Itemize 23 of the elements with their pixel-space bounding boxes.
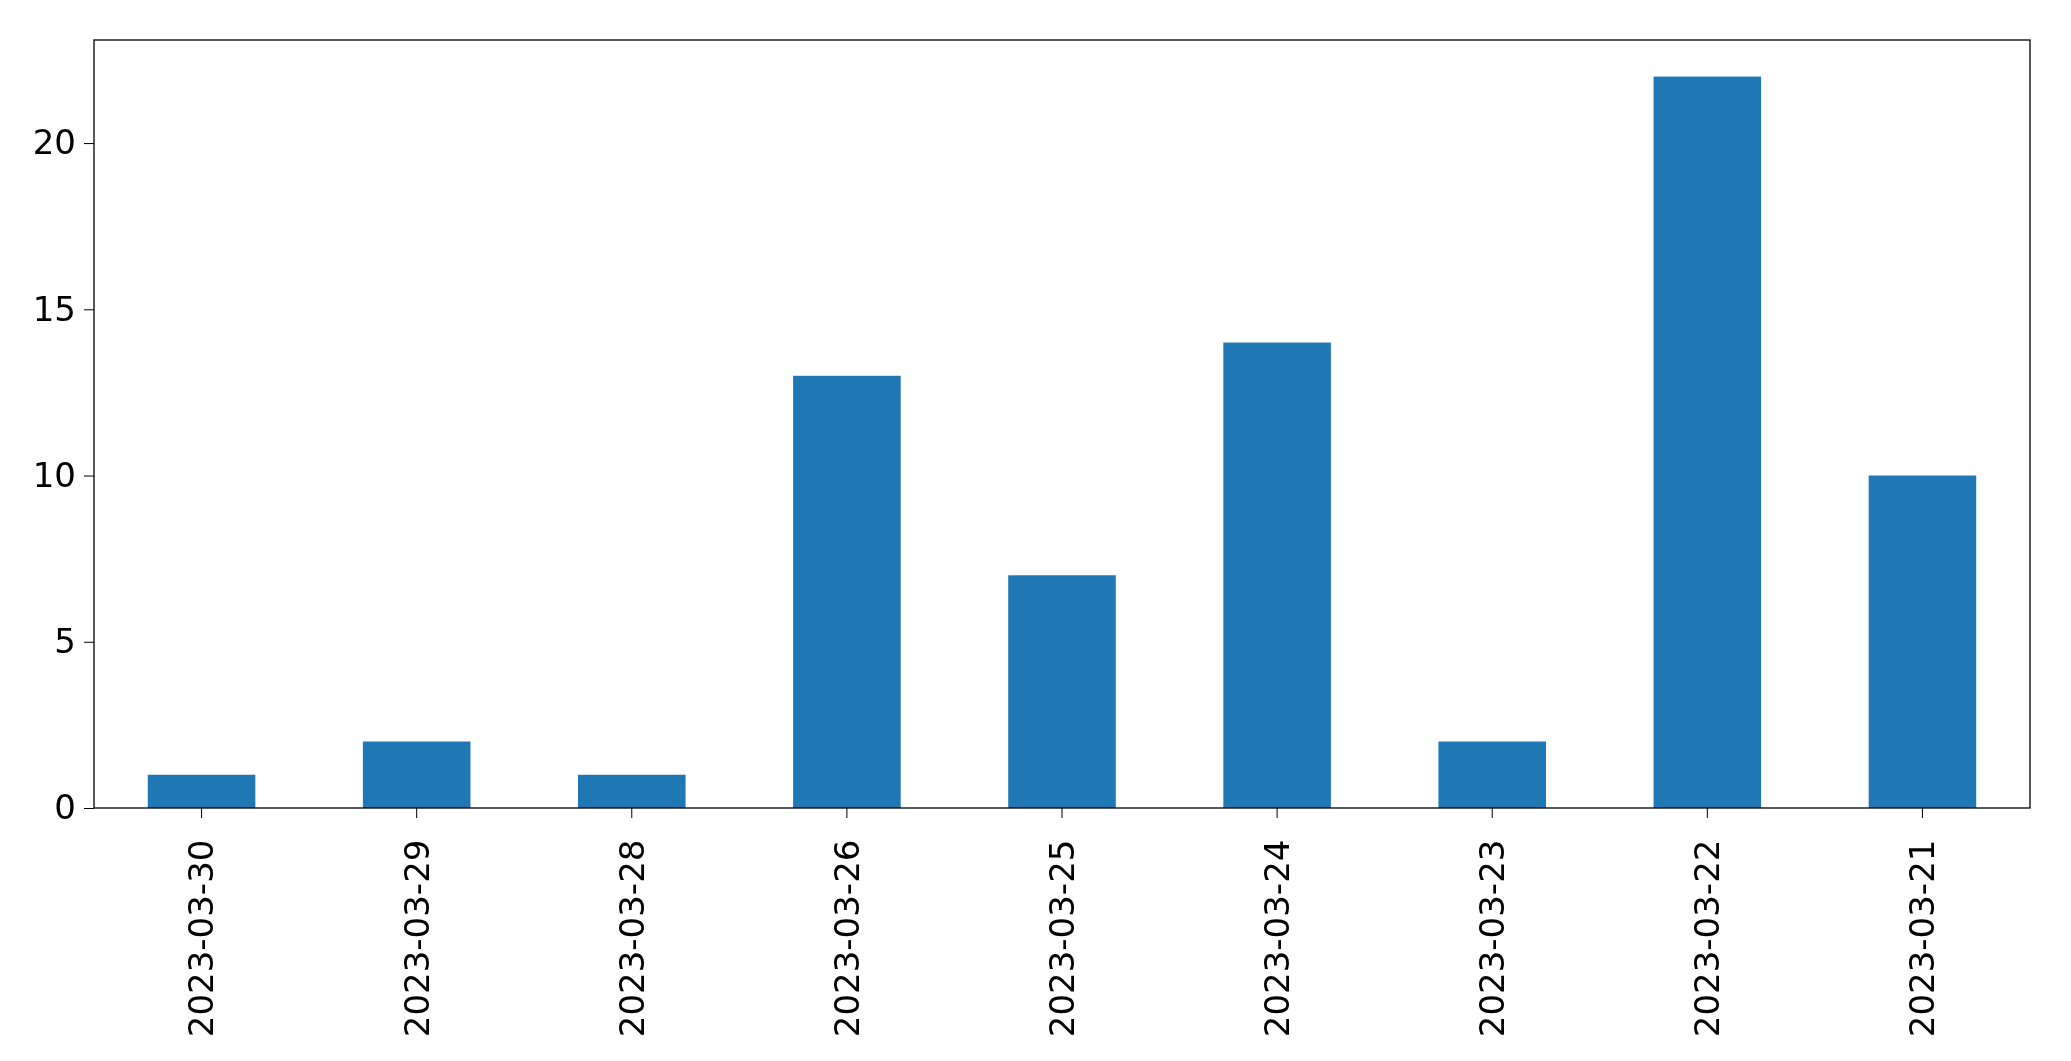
x-tick-label: 2023-03-29 bbox=[396, 839, 437, 1038]
y-tick-label: 0 bbox=[54, 787, 76, 828]
bar bbox=[578, 774, 686, 808]
y-tick-label: 10 bbox=[32, 454, 76, 495]
bar bbox=[1008, 575, 1116, 808]
x-tick-label: 2023-03-26 bbox=[826, 839, 867, 1038]
y-tick-label: 15 bbox=[32, 288, 76, 329]
bar bbox=[793, 375, 901, 808]
x-tick-label: 2023-03-22 bbox=[1687, 839, 1728, 1038]
bar bbox=[362, 741, 471, 808]
bar bbox=[1868, 475, 1977, 808]
bar bbox=[1438, 741, 1546, 808]
y-tick-label: 5 bbox=[54, 621, 76, 662]
x-tick-label: 2023-03-28 bbox=[611, 839, 652, 1038]
y-tick-label: 20 bbox=[32, 122, 76, 163]
bar bbox=[147, 774, 256, 808]
x-tick-label: 2023-03-23 bbox=[1472, 839, 1513, 1038]
x-tick-label: 2023-03-24 bbox=[1257, 839, 1298, 1038]
x-tick-label: 2023-03-21 bbox=[1902, 839, 1943, 1038]
bar bbox=[1223, 342, 1331, 808]
x-tick-label: 2023-03-30 bbox=[181, 839, 222, 1038]
bar bbox=[1653, 76, 1762, 808]
x-tick-label: 2023-03-25 bbox=[1041, 839, 1082, 1038]
